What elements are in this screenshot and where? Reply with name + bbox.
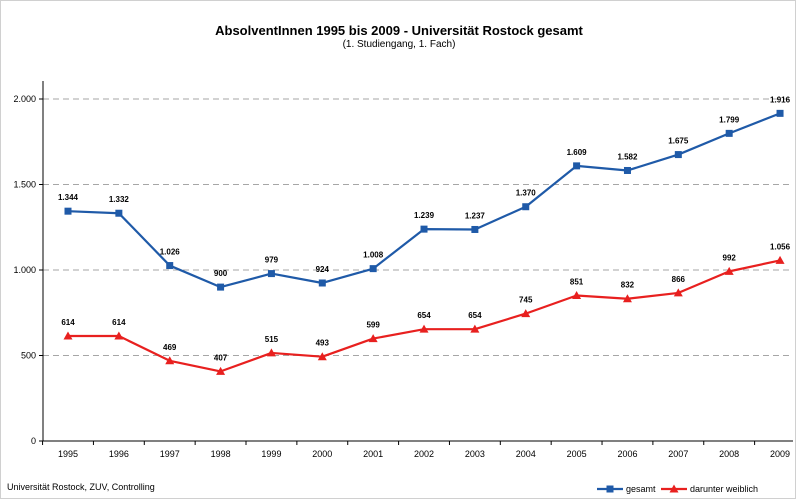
legend-marker (606, 485, 614, 493)
data-label: 1.239 (414, 211, 435, 220)
data-label: 1.056 (770, 242, 791, 251)
chart-subtitle: (1. Studiengang, 1. Fach) (342, 39, 456, 50)
data-label: 1.582 (617, 152, 638, 161)
legend-marker (669, 484, 679, 493)
x-tick-label: 2008 (719, 449, 739, 459)
data-point (266, 348, 276, 357)
y-tick-label: 0 (31, 436, 36, 446)
data-point (471, 225, 479, 233)
legend-label: darunter weiblich (690, 484, 758, 494)
x-tick-label: 2000 (312, 449, 332, 459)
data-point (369, 265, 377, 273)
data-label: 1.916 (770, 95, 791, 104)
y-tick-label: 1.000 (13, 265, 36, 275)
data-label: 614 (112, 318, 126, 327)
data-point (724, 266, 734, 275)
data-point (420, 225, 428, 233)
data-label: 1.026 (160, 248, 181, 257)
data-point (115, 209, 123, 217)
data-point (572, 290, 582, 299)
data-point (470, 324, 480, 333)
data-point (368, 334, 378, 343)
x-tick-label: 1998 (211, 449, 231, 459)
data-point (166, 262, 174, 270)
x-tick-label: 2004 (516, 449, 536, 459)
y-tick-label: 500 (21, 351, 36, 361)
data-point (64, 207, 72, 215)
data-label: 1.370 (516, 189, 537, 198)
data-label: 599 (366, 321, 380, 330)
data-point (776, 109, 784, 117)
data-point (522, 203, 530, 211)
data-point (775, 255, 785, 264)
x-tick-label: 1995 (58, 449, 78, 459)
x-tick-label: 2007 (668, 449, 688, 459)
y-tick-label: 2.000 (13, 94, 36, 104)
x-tick-label: 2005 (567, 449, 587, 459)
data-label: 493 (316, 339, 330, 348)
x-tick-label: 1996 (109, 449, 129, 459)
x-tick-label: 2002 (414, 449, 434, 459)
x-tick-label: 2003 (465, 449, 485, 459)
y-tick-label: 1.500 (13, 180, 36, 190)
data-point (216, 366, 226, 375)
x-tick-label: 1999 (261, 449, 281, 459)
data-point (419, 324, 429, 333)
x-tick-label: 2001 (363, 449, 383, 459)
legend-label: gesamt (626, 484, 656, 494)
data-point (521, 309, 531, 318)
data-label: 515 (265, 335, 279, 344)
data-point (622, 294, 632, 303)
x-tick-label: 1997 (160, 449, 180, 459)
data-label: 1.609 (567, 148, 588, 157)
data-label: 832 (621, 281, 635, 290)
data-point (674, 151, 682, 159)
data-label: 654 (417, 311, 431, 320)
data-point (217, 283, 225, 291)
x-tick-label: 2009 (770, 449, 790, 459)
data-label: 654 (468, 311, 482, 320)
data-label: 992 (723, 253, 737, 262)
data-point (63, 331, 73, 340)
data-point (317, 352, 327, 361)
data-label: 614 (61, 318, 75, 327)
data-point (318, 279, 326, 287)
data-label: 407 (214, 353, 228, 362)
data-point (725, 129, 733, 137)
data-label: 866 (672, 275, 686, 284)
data-point (673, 288, 683, 297)
data-point (623, 166, 631, 174)
data-point (114, 331, 124, 340)
data-label: 1.799 (719, 115, 740, 124)
data-label: 745 (519, 296, 533, 305)
data-label: 851 (570, 277, 584, 286)
chart-title: AbsolventInnen 1995 bis 2009 - Universit… (215, 23, 583, 38)
x-tick-label: 2006 (617, 449, 637, 459)
chart-footer: Universität Rostock, ZUV, Controlling (7, 482, 155, 492)
data-label: 1.237 (465, 211, 486, 220)
data-label: 469 (163, 343, 177, 352)
data-label: 979 (265, 256, 279, 265)
data-point (267, 270, 275, 278)
data-label: 1.675 (668, 137, 689, 146)
data-label: 1.344 (58, 193, 79, 202)
data-label: 1.008 (363, 251, 384, 260)
data-label: 1.332 (109, 195, 130, 204)
data-label: 924 (316, 265, 330, 274)
data-point (165, 356, 175, 365)
data-label: 900 (214, 269, 228, 278)
data-point (573, 162, 581, 170)
